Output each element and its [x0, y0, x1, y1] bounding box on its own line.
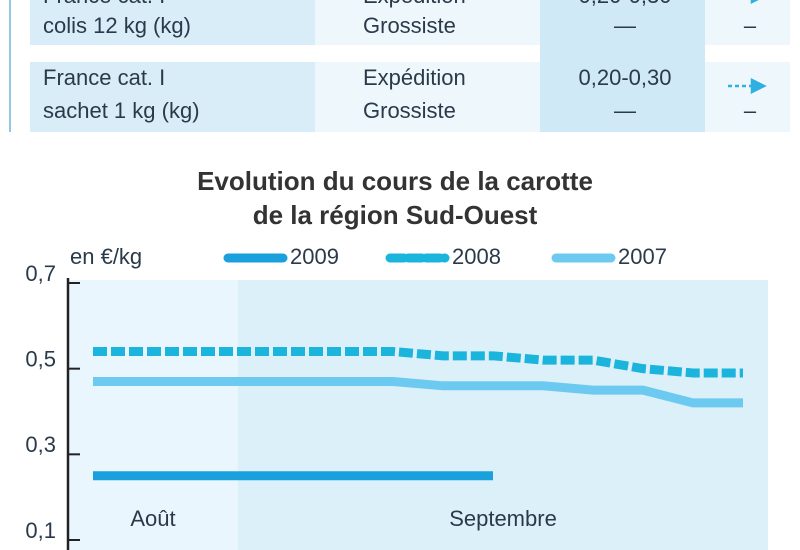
row-backgrounds: [30, 0, 790, 132]
table-cell-text: France cat. I: [43, 0, 165, 8]
legend-label: 2009: [290, 244, 339, 269]
plot-bg: [68, 280, 238, 550]
cell-bg: [705, 62, 790, 132]
y-axis-label: en €/kg: [70, 244, 142, 269]
table-cell-text: —: [614, 13, 636, 38]
arrow-head: [750, 0, 759, 5]
series-line: [93, 347, 743, 378]
cell-bg: [540, 0, 705, 132]
legend-label: 2007: [618, 244, 667, 269]
cell-bg: [315, 62, 540, 132]
table-cell-text: colis 12 kg (kg): [43, 13, 191, 38]
y-tick-label: 0,5: [25, 346, 56, 371]
series-line: [93, 377, 743, 408]
table-cell-text: sachet 1 kg (kg): [43, 98, 200, 123]
table-cell-text: –: [744, 98, 757, 123]
cell-bg: [315, 0, 540, 45]
x-tick-label: Août: [130, 506, 175, 531]
table-cell-text: Expédition: [363, 0, 466, 8]
table-cell-text: France cat. I: [43, 65, 165, 90]
table-cell-text: 0,20-0,30: [579, 65, 672, 90]
cell-bg: [30, 62, 315, 132]
table-cell-text: —: [614, 98, 636, 123]
arrow-head: [750, 77, 767, 95]
table-cell-text: Expédition: [363, 65, 466, 90]
trend-icons: [728, 0, 767, 95]
plot-bg: [238, 280, 768, 550]
table-cell-text: –: [744, 13, 757, 38]
y-tick-label: 0,7: [25, 261, 56, 286]
table-cell-text: 0,20-0,30: [579, 0, 672, 8]
cell-bg: [30, 0, 315, 45]
cell-bg: [705, 0, 790, 45]
legend-label: 2008: [452, 244, 501, 269]
chart-title: de la région Sud-Ouest: [253, 200, 538, 230]
table-cell-text: Grossiste: [363, 13, 456, 38]
table-cell-text: Grossiste: [363, 98, 456, 123]
chart-title: Evolution du cours de la carotte: [197, 166, 593, 196]
x-tick-label: Septembre: [449, 506, 557, 531]
y-tick-label: 0,3: [25, 432, 56, 457]
y-tick-label: 0,1: [25, 518, 56, 543]
